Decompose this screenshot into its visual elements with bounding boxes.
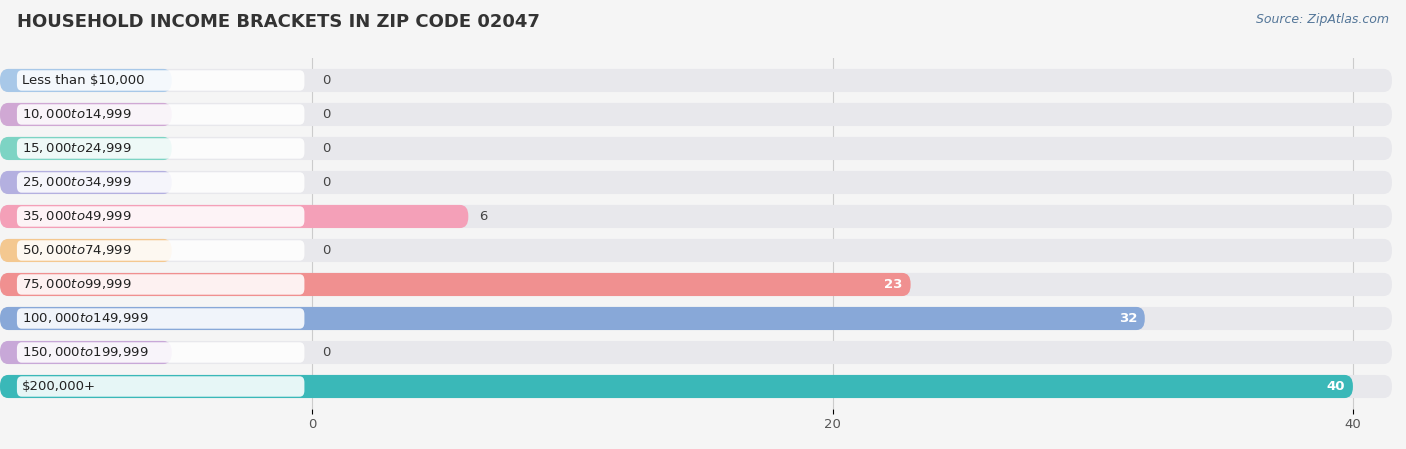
- Text: $15,000 to $24,999: $15,000 to $24,999: [22, 141, 132, 155]
- Text: 6: 6: [478, 210, 486, 223]
- Text: 0: 0: [322, 176, 330, 189]
- Text: 32: 32: [1119, 312, 1137, 325]
- FancyBboxPatch shape: [0, 239, 1392, 262]
- Text: $50,000 to $74,999: $50,000 to $74,999: [22, 243, 132, 257]
- Text: $35,000 to $49,999: $35,000 to $49,999: [22, 210, 132, 224]
- FancyBboxPatch shape: [17, 274, 305, 295]
- FancyBboxPatch shape: [0, 205, 1392, 228]
- FancyBboxPatch shape: [0, 375, 1353, 398]
- Text: $25,000 to $34,999: $25,000 to $34,999: [22, 176, 132, 189]
- Text: 0: 0: [322, 108, 330, 121]
- Text: Less than $10,000: Less than $10,000: [22, 74, 145, 87]
- FancyBboxPatch shape: [0, 273, 1392, 296]
- Text: 0: 0: [322, 142, 330, 155]
- Text: HOUSEHOLD INCOME BRACKETS IN ZIP CODE 02047: HOUSEHOLD INCOME BRACKETS IN ZIP CODE 02…: [17, 13, 540, 31]
- FancyBboxPatch shape: [0, 205, 468, 228]
- Text: $75,000 to $99,999: $75,000 to $99,999: [22, 277, 132, 291]
- FancyBboxPatch shape: [0, 239, 172, 262]
- FancyBboxPatch shape: [0, 103, 172, 126]
- Text: 40: 40: [1327, 380, 1346, 393]
- FancyBboxPatch shape: [0, 171, 172, 194]
- FancyBboxPatch shape: [0, 171, 1392, 194]
- Text: $100,000 to $149,999: $100,000 to $149,999: [22, 312, 149, 326]
- FancyBboxPatch shape: [0, 273, 911, 296]
- FancyBboxPatch shape: [17, 104, 305, 125]
- Text: $10,000 to $14,999: $10,000 to $14,999: [22, 107, 132, 122]
- FancyBboxPatch shape: [17, 206, 305, 227]
- FancyBboxPatch shape: [17, 172, 305, 193]
- FancyBboxPatch shape: [0, 375, 1392, 398]
- FancyBboxPatch shape: [0, 69, 1392, 92]
- FancyBboxPatch shape: [0, 341, 1392, 364]
- FancyBboxPatch shape: [17, 308, 305, 329]
- Text: 0: 0: [322, 346, 330, 359]
- Text: Source: ZipAtlas.com: Source: ZipAtlas.com: [1256, 13, 1389, 26]
- FancyBboxPatch shape: [0, 69, 172, 92]
- FancyBboxPatch shape: [0, 137, 1392, 160]
- FancyBboxPatch shape: [0, 103, 1392, 126]
- FancyBboxPatch shape: [0, 307, 1392, 330]
- FancyBboxPatch shape: [17, 342, 305, 363]
- FancyBboxPatch shape: [17, 376, 305, 396]
- FancyBboxPatch shape: [17, 138, 305, 158]
- Text: $150,000 to $199,999: $150,000 to $199,999: [22, 345, 149, 360]
- FancyBboxPatch shape: [0, 137, 172, 160]
- FancyBboxPatch shape: [0, 341, 172, 364]
- FancyBboxPatch shape: [0, 307, 1144, 330]
- Text: 0: 0: [322, 74, 330, 87]
- Text: 0: 0: [322, 244, 330, 257]
- Text: $200,000+: $200,000+: [22, 380, 96, 393]
- FancyBboxPatch shape: [17, 240, 305, 261]
- FancyBboxPatch shape: [17, 70, 305, 91]
- Text: 23: 23: [884, 278, 903, 291]
